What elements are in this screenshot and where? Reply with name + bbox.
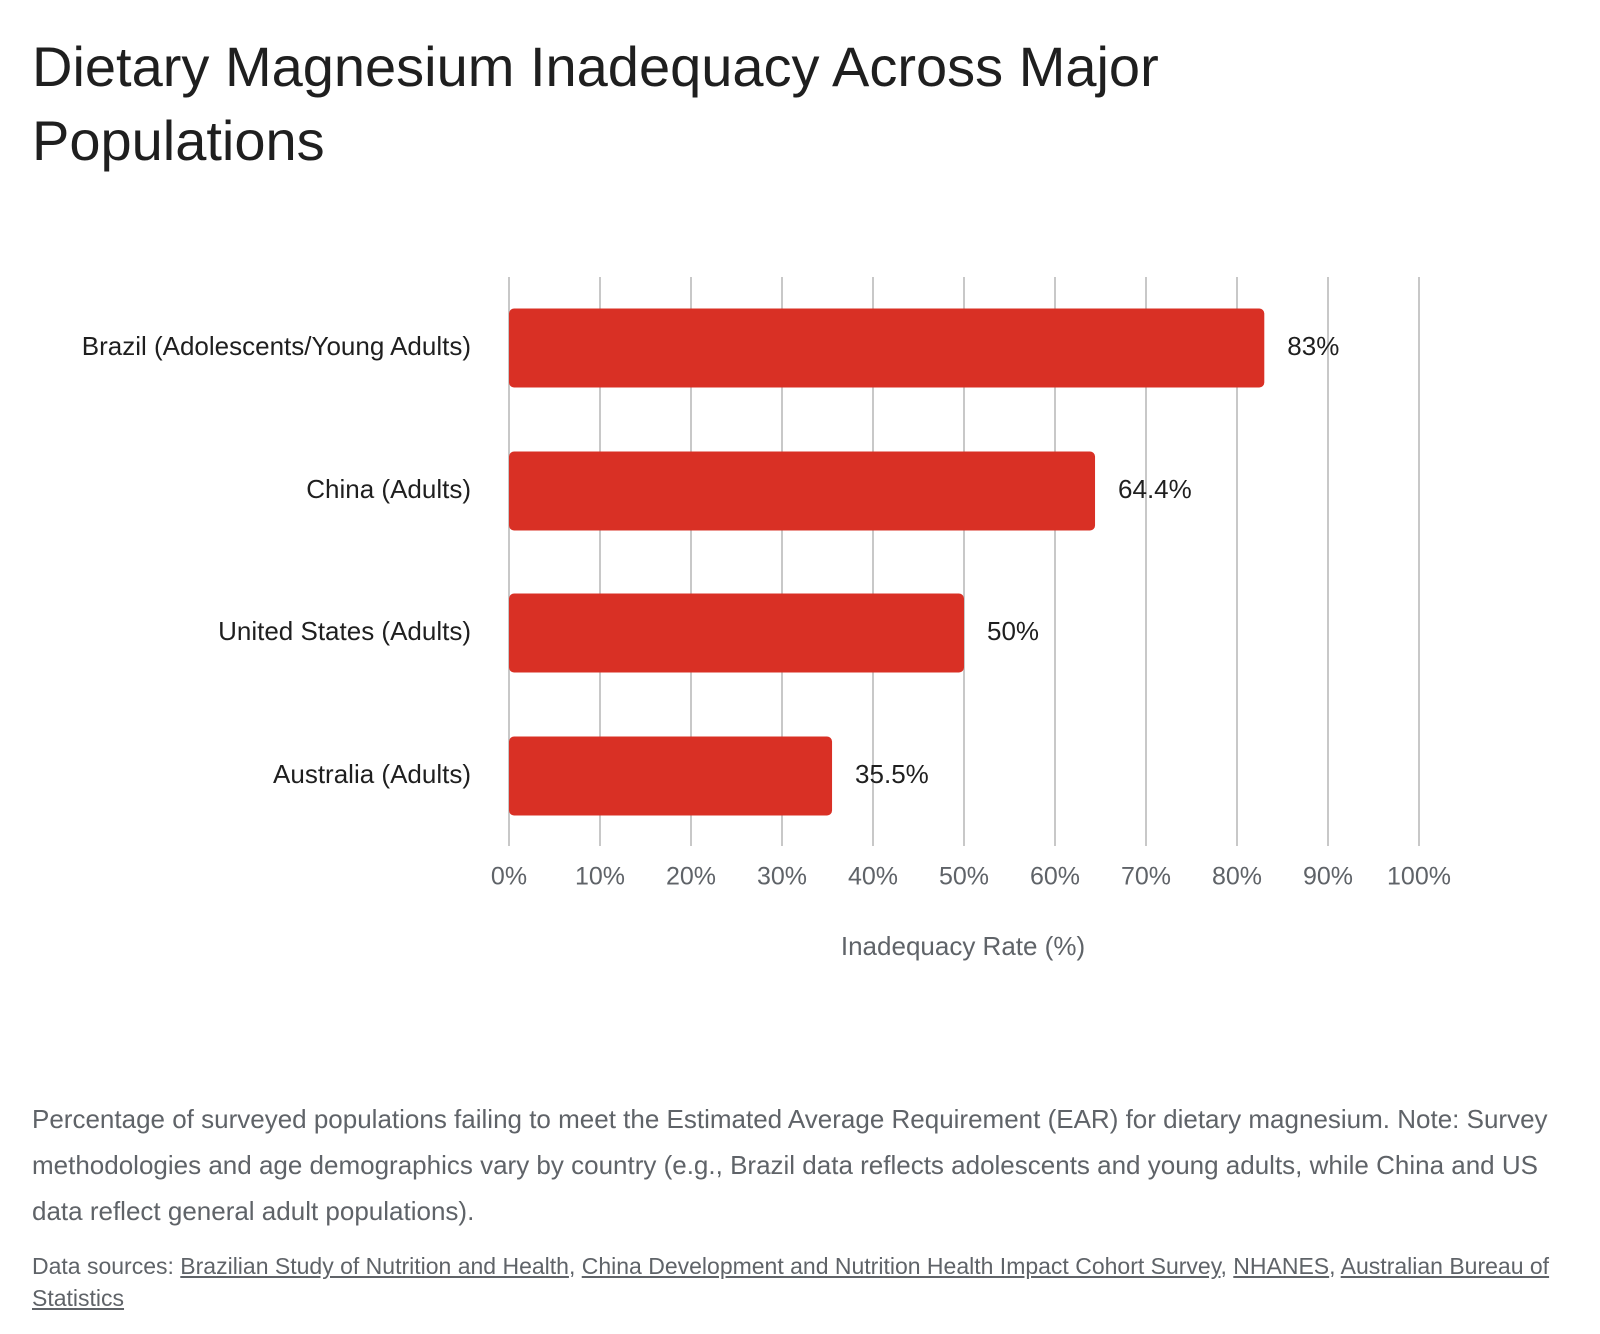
bar: [509, 593, 964, 673]
x-tick-label: 70%: [1121, 863, 1171, 891]
x-tick-label: 10%: [575, 863, 625, 891]
x-tick-label: 100%: [1387, 863, 1451, 891]
value-label: 35.5%: [855, 759, 929, 789]
data-sources: Data sources: Brazilian Study of Nutriti…: [32, 1250, 1577, 1314]
value-label: 50%: [987, 616, 1039, 646]
x-axis-title: Inadequacy Rate (%): [841, 931, 1085, 961]
x-tick-label: 90%: [1303, 863, 1353, 891]
source-link[interactable]: Brazilian Study of Nutrition and Health: [180, 1253, 569, 1279]
value-label: 64.4%: [1118, 474, 1192, 504]
chart-title: Dietary Magnesium Inadequacy Across Majo…: [32, 35, 1159, 172]
source-link[interactable]: China Development and Nutrition Health I…: [581, 1253, 1221, 1279]
x-tick-label: 50%: [939, 863, 989, 891]
x-tick-label: 20%: [666, 863, 716, 891]
category-label: United States (Adults): [218, 616, 471, 646]
source-link[interactable]: NHANES: [1233, 1253, 1330, 1279]
x-tick-label: 60%: [1030, 863, 1080, 891]
bar: [509, 308, 1265, 388]
bar: [509, 736, 833, 816]
value-label: 83%: [1287, 331, 1339, 361]
source-separator: ,: [568, 1253, 582, 1279]
x-tick-label: 30%: [757, 863, 807, 891]
data-sources-prefix: Data sources:: [32, 1253, 181, 1279]
x-tick-label: 80%: [1212, 863, 1262, 891]
x-tick-label: 40%: [848, 863, 898, 891]
chart-caption: Percentage of surveyed populations faili…: [32, 1104, 1548, 1226]
x-tick-label: 0%: [491, 863, 527, 891]
bar: [509, 451, 1096, 531]
category-label: China (Adults): [306, 474, 471, 504]
category-label: Brazil (Adolescents/Young Adults): [82, 331, 471, 361]
category-label: Australia (Adults): [273, 759, 471, 789]
source-link[interactable]: Australian Bureau of Statistics: [32, 1253, 1550, 1311]
source-separator: ,: [1329, 1253, 1341, 1279]
source-separator: ,: [1220, 1253, 1234, 1279]
